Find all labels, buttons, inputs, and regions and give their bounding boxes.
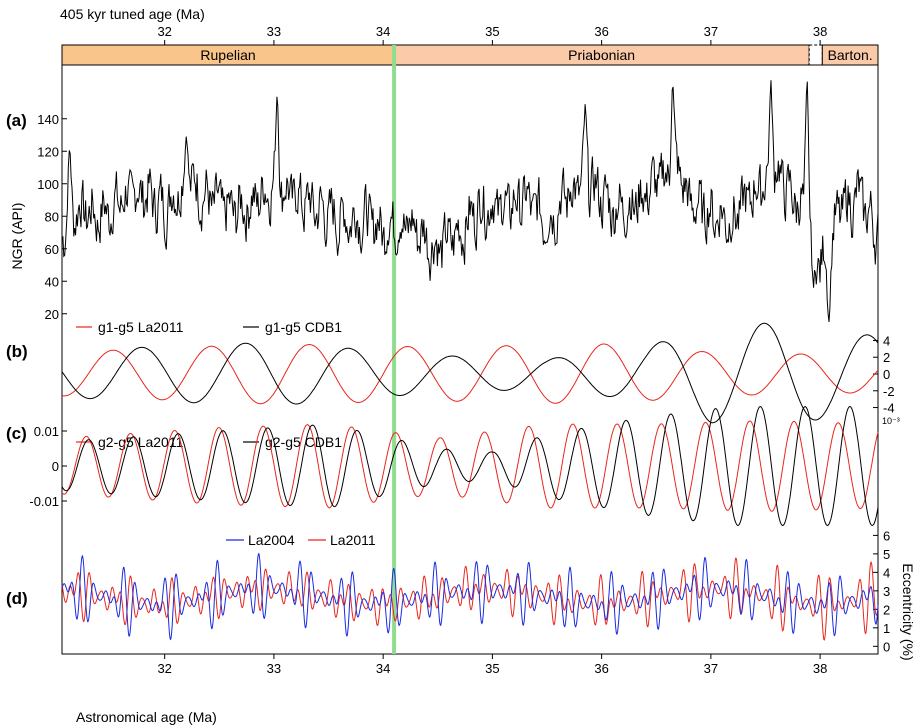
top-tick-label: 35 xyxy=(485,24,499,39)
panel-c-tick-label: -0.01 xyxy=(29,494,59,509)
legend-d-la2011-label: La2011 xyxy=(330,532,376,548)
bottom-axis-label: Astronomical age (Ma) xyxy=(76,709,217,725)
panel-a-tick-label: 20 xyxy=(45,307,59,322)
panel-a-ylabel: NGR (API) xyxy=(9,203,25,270)
panel-a-tick-label: 60 xyxy=(45,242,59,257)
panel-d-tick-label: 5 xyxy=(883,547,890,562)
plot-frame xyxy=(61,64,879,655)
panel-d-tick-label: 4 xyxy=(883,565,890,580)
bottom-tick-label: 38 xyxy=(813,661,827,676)
g1g5-la2011-line xyxy=(61,343,879,405)
bottom-tick-label: 33 xyxy=(267,661,281,676)
bottom-tick-label: 36 xyxy=(594,661,608,676)
panel-a-tick-label: 140 xyxy=(37,112,59,127)
stage-label: Rupelian xyxy=(200,47,255,63)
la2004-eccentricity-line xyxy=(61,553,879,641)
panel-b-tick-label: 0 xyxy=(883,367,890,382)
top-tick-label: 36 xyxy=(594,24,608,39)
g2g5-la2011-line xyxy=(61,420,879,512)
panel-c-tick-label: 0.01 xyxy=(34,424,59,439)
top-tick-label: 33 xyxy=(267,24,281,39)
panel-c-legend: g2-g5 La2011 g2-g5 CDB1 xyxy=(76,434,342,450)
panel-d-label: (d) xyxy=(6,589,28,608)
panel-b-yticks: 4 2 0 -2 -4 xyxy=(873,333,895,416)
panel-d-yticks: 6 5 4 3 2 1 0 xyxy=(873,528,890,654)
panel-d-tick-label: 1 xyxy=(883,621,890,636)
panel-b-tick-label: 2 xyxy=(883,350,890,365)
ngr-series-line xyxy=(61,80,879,323)
top-tick-label: 37 xyxy=(704,24,718,39)
panel-a-label: (a) xyxy=(6,111,27,130)
bottom-tick-label: 32 xyxy=(157,661,171,676)
legend-d-la2004-label: La2004 xyxy=(248,532,295,548)
stage-label: Priabonian xyxy=(568,47,635,63)
panel-d-tick-label: 6 xyxy=(883,528,890,543)
panel-a-tick-label: 40 xyxy=(45,274,59,289)
panel-a-tick-label: 80 xyxy=(45,209,59,224)
g2g5-cdb1-line xyxy=(61,405,879,527)
top-tick-label: 32 xyxy=(157,24,171,39)
top-axis-ticks: 32 33 34 35 36 37 38 xyxy=(157,24,827,45)
bottom-tick-label: 35 xyxy=(485,661,499,676)
top-tick-label: 38 xyxy=(813,24,827,39)
panel-d-tick-label: 3 xyxy=(883,584,890,599)
stage-box xyxy=(808,44,823,66)
panel-d-legend: La2004 La2011 xyxy=(226,532,376,548)
panel-a-tick-label: 100 xyxy=(37,177,59,192)
bottom-tick-label: 34 xyxy=(376,661,390,676)
legend-b-la2011-label: g1-g5 La2011 xyxy=(98,319,184,335)
panel-b-tick-label: -2 xyxy=(883,384,895,399)
panel-a-yticks: 20 40 60 80 100 120 140 xyxy=(37,112,67,322)
stage-label: Barton. xyxy=(828,47,873,63)
legend-b-cdb1-label: g1-g5 CDB1 xyxy=(265,319,342,335)
panel-b-legend: g1-g5 La2011 g1-g5 CDB1 xyxy=(76,319,342,335)
panel-c-yticks: 0.01 0 -0.01 xyxy=(29,424,67,509)
stage-bar: Rupelian Priabonian Barton. xyxy=(61,44,879,66)
panel-b-tick-label: 4 xyxy=(883,333,890,348)
panel-d-ylabel: Eccentricity (%) xyxy=(900,563,915,660)
top-tick-label: 34 xyxy=(376,24,390,39)
g1g5-cdb1-line xyxy=(61,322,879,424)
bottom-tick-label: 37 xyxy=(704,661,718,676)
top-axis-label: 405 kyr tuned age (Ma) xyxy=(60,6,205,22)
panel-b-scale-note: 10⁻³ xyxy=(882,416,900,426)
panel-d-tick-label: 0 xyxy=(883,639,890,654)
bottom-axis-ticks: 32 33 34 35 36 37 38 xyxy=(157,654,827,676)
legend-c-la2011-label: g2-g5 La2011 xyxy=(98,434,184,450)
panel-a-tick-label: 120 xyxy=(37,144,59,159)
panel-c-label: (c) xyxy=(6,424,27,443)
panel-d-tick-label: 2 xyxy=(883,602,890,617)
legend-c-cdb1-label: g2-g5 CDB1 xyxy=(265,434,342,450)
la2011-eccentricity-line xyxy=(61,557,879,641)
panel-b-tick-label: -4 xyxy=(883,401,895,416)
panel-b-label: (b) xyxy=(6,342,28,361)
panel-c-tick-label: 0 xyxy=(52,459,59,474)
